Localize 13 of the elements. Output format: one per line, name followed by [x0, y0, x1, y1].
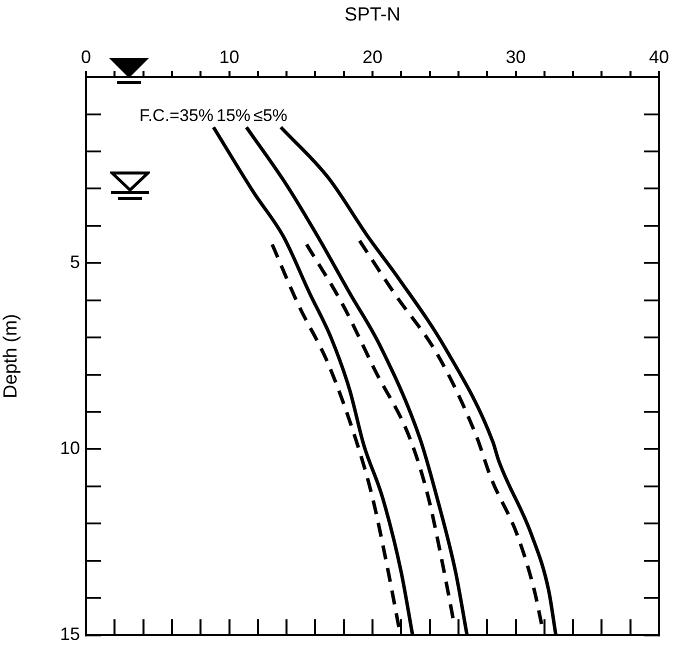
x-tick-label: 20 — [362, 47, 383, 68]
y-tick-label: 10 — [60, 438, 80, 458]
x-tick-label: 30 — [506, 47, 526, 68]
x-tick-label: 10 — [219, 47, 240, 68]
x-tick-label: 40 — [648, 47, 670, 68]
x-axis-title: SPT-N — [344, 4, 400, 26]
y-tick-label: 15 — [60, 624, 80, 644]
series-label: 15% — [216, 106, 251, 126]
y-tick-label: 5 — [70, 252, 80, 272]
x-tick-label: 0 — [80, 47, 92, 68]
legend-label: F.C.=35% — [139, 106, 214, 126]
series-label: ≤5% — [254, 106, 288, 126]
y-axis-title: Depth (m) — [0, 314, 22, 398]
